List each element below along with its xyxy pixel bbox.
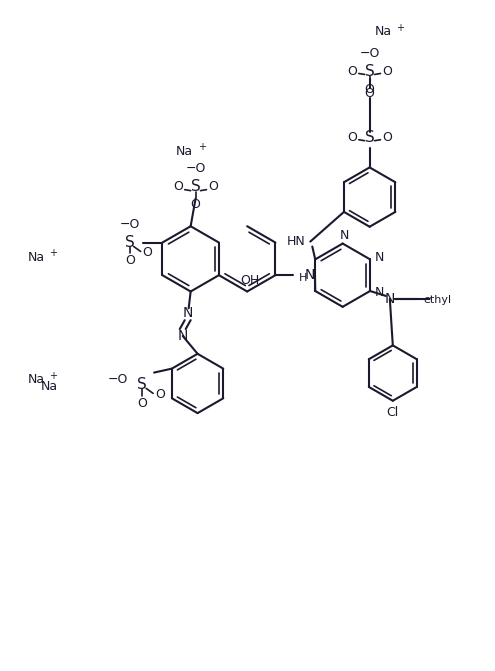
Text: −O: −O [108,373,128,386]
Text: –: – [424,293,431,305]
Text: +: + [49,370,57,380]
Text: Na: Na [176,144,193,158]
Text: S: S [137,377,147,392]
Text: S: S [125,235,135,250]
Text: O: O [125,254,135,267]
Text: −O: −O [359,47,380,60]
Text: O: O [347,65,357,78]
Text: HN: HN [287,235,305,248]
Text: O: O [143,246,152,259]
Text: +: + [396,23,404,33]
Text: N: N [305,268,315,282]
Text: −O: −O [120,218,140,231]
Text: O: O [383,132,393,144]
Text: N: N [375,287,385,299]
Text: H: H [299,273,307,283]
Text: N: N [385,292,395,306]
Text: Na: Na [375,25,392,38]
Text: Cl: Cl [387,406,399,419]
Text: +: + [198,142,205,152]
Text: Na: Na [41,380,57,393]
Text: +: + [49,248,57,258]
Text: S: S [191,179,200,194]
Text: O: O [155,388,165,401]
Text: S: S [365,130,375,145]
Text: O: O [365,87,375,100]
Text: N: N [375,251,385,264]
Text: Na: Na [28,373,45,386]
Text: Na: Na [28,251,45,264]
Text: O: O [383,65,393,78]
Text: −O: −O [186,162,206,175]
Text: ethyl: ethyl [423,295,451,305]
Text: O: O [208,180,218,193]
Text: S: S [365,64,375,79]
Text: N: N [183,306,193,320]
Text: OH: OH [241,274,260,287]
Text: N: N [340,229,349,242]
Text: O: O [365,83,375,96]
Text: O: O [347,132,357,144]
Text: O: O [137,397,147,410]
Text: N: N [178,329,188,343]
Text: O: O [173,180,183,193]
Text: O: O [191,198,200,211]
